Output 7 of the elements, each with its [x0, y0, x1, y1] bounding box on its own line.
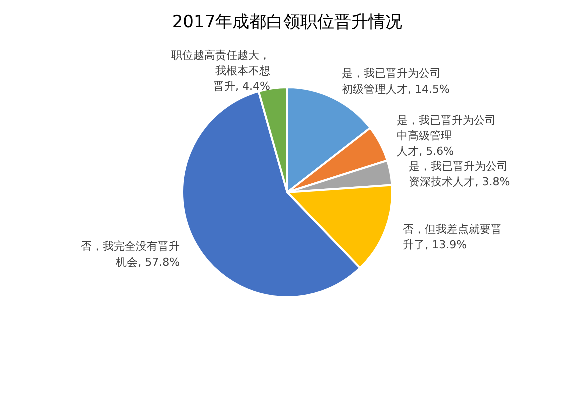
- slice-label: 否，我完全没有晋升机会, 57.8%: [81, 240, 180, 269]
- chart-title: 2017年成都白领职位晋升情况: [172, 12, 403, 32]
- slice-label: 职位越高责任越大，我根本不想晋升, 4.4%: [171, 48, 270, 93]
- slice-label: 是，我已晋升为公司初级管理人才, 14.5%: [342, 67, 450, 96]
- slice-label: 否，但我差点就要晋升了, 13.9%: [403, 223, 502, 252]
- slice-label: 是，我已晋升为公司中高级管理人才, 5.6%: [397, 114, 496, 158]
- slice-label: 是，我已晋升为公司资深技术人才, 3.8%: [409, 160, 510, 188]
